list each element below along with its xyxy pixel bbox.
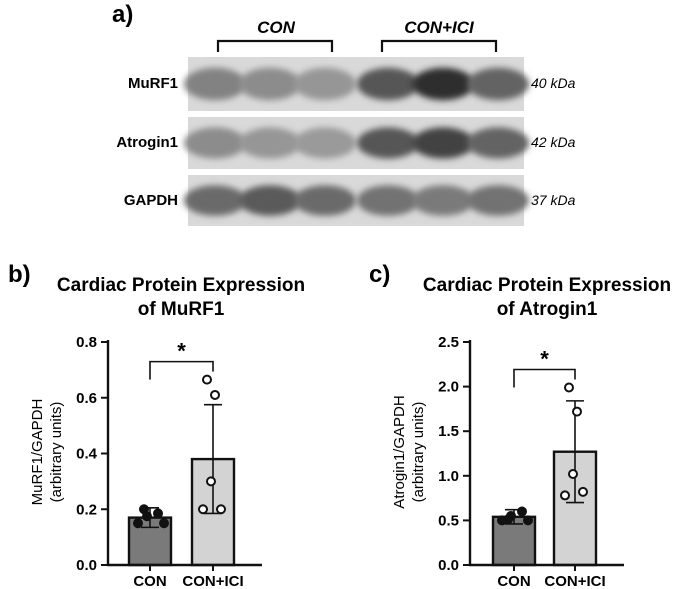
y-tick-label: 0.2	[76, 501, 97, 518]
data-point	[216, 504, 226, 515]
y-tick-label: 0.0	[438, 557, 459, 574]
data-point	[568, 469, 578, 480]
blot-strip-gapdh	[184, 175, 529, 226]
y-tick-label: 1.0	[438, 468, 459, 485]
blot-band	[467, 185, 529, 216]
blot-kda-label: 42 kDa	[531, 134, 576, 150]
chart-title: Cardiac Protein Expression	[57, 275, 305, 296]
group-label-con: CON	[257, 18, 296, 37]
blot-row-label: MuRF1	[128, 75, 178, 92]
blot-band	[357, 67, 419, 101]
blot-band	[357, 185, 419, 216]
data-point	[153, 508, 163, 519]
significance-marker: *	[177, 339, 186, 364]
panel-b-murf1-chart: b) Cardiac Protein Expression of MuRF1 M…	[8, 261, 305, 589]
y-tick-label: 0.4	[76, 446, 98, 463]
plot-area: 0.0 0.5 1.0 1.5 2.0 2.5 CON CON+ICI *	[438, 334, 624, 589]
blot-kda-label: 40 kDa	[531, 75, 576, 91]
data-point	[564, 382, 574, 393]
blot-strip-atrogin1	[184, 117, 529, 169]
panel-a-label: a)	[112, 1, 133, 28]
blot-band	[239, 127, 301, 159]
data-point	[523, 515, 533, 526]
x-tick-label: CON	[497, 573, 530, 589]
blot-band	[294, 127, 356, 159]
chart-title: of MuRF1	[138, 299, 225, 320]
y-axis-label: MuRF1/GAPDH	[29, 399, 46, 506]
data-point	[503, 514, 513, 525]
data-point	[139, 504, 149, 515]
y-tick-label: 2.5	[438, 334, 459, 351]
blot-row-label: GAPDH	[124, 192, 178, 209]
data-point	[198, 504, 208, 515]
y-axis-label: Atrogin1/GAPDH	[391, 395, 408, 508]
blot-band	[412, 185, 474, 216]
data-point	[572, 406, 582, 417]
blot-band	[239, 67, 301, 101]
blot-band	[184, 67, 246, 101]
blot-band	[239, 185, 301, 216]
blot-band	[184, 127, 246, 159]
y-tick-label: 2.0	[438, 379, 459, 396]
blot-band	[294, 67, 356, 101]
y-tick-label: 0.6	[76, 390, 97, 407]
y-axis-label: (arbitrary units)	[410, 402, 427, 503]
blot-band	[412, 67, 474, 101]
x-tick-label: CON+ICI	[182, 573, 243, 589]
y-tick-label: 1.5	[438, 423, 459, 440]
blot-band	[357, 127, 419, 159]
data-point	[133, 518, 143, 529]
significance-marker: *	[540, 346, 549, 371]
group-label-con-ici: CON+ICI	[404, 18, 475, 37]
chart-title: of Atrogin1	[497, 299, 598, 320]
y-axis-label: (arbitrary units)	[48, 402, 65, 503]
data-point	[206, 476, 216, 487]
panel-b-label: b)	[8, 261, 31, 288]
blot-row-label: Atrogin1	[116, 134, 178, 151]
data-point	[202, 374, 212, 385]
x-tick-label: CON+ICI	[544, 573, 605, 589]
significance-bracket	[513, 368, 576, 388]
x-tick-label: CON	[133, 573, 166, 589]
data-point	[159, 518, 169, 529]
blot-band	[294, 185, 356, 216]
y-tick-label: 0.8	[76, 334, 97, 351]
blot-band	[467, 127, 529, 159]
panel-a-western-blot: a) CON CON+ICI MuRF1 40 kDa Atrogin1 42 …	[112, 1, 576, 226]
data-point	[560, 490, 570, 501]
y-tick-label: 0.0	[76, 557, 97, 574]
data-point	[578, 486, 588, 497]
chart-title: Cardiac Protein Expression	[423, 275, 671, 296]
blot-band	[467, 67, 529, 101]
significance-bracket	[149, 360, 214, 380]
blot-band	[184, 185, 246, 216]
panel-c-atrogin1-chart: c) Cardiac Protein Expression of Atrogin…	[369, 261, 671, 589]
y-tick-label: 0.5	[438, 512, 459, 529]
blot-kda-label: 37 kDa	[531, 192, 576, 208]
data-point	[517, 506, 527, 517]
panel-c-label: c)	[369, 261, 390, 288]
con-bracket	[216, 39, 334, 52]
blot-strip-murf1	[184, 57, 529, 111]
blot-band	[412, 127, 474, 159]
data-point	[210, 389, 220, 400]
con-ici-bracket	[380, 39, 498, 52]
plot-area: 0.0 0.2 0.4 0.6 0.8 CON CON+ICI *	[76, 334, 262, 589]
